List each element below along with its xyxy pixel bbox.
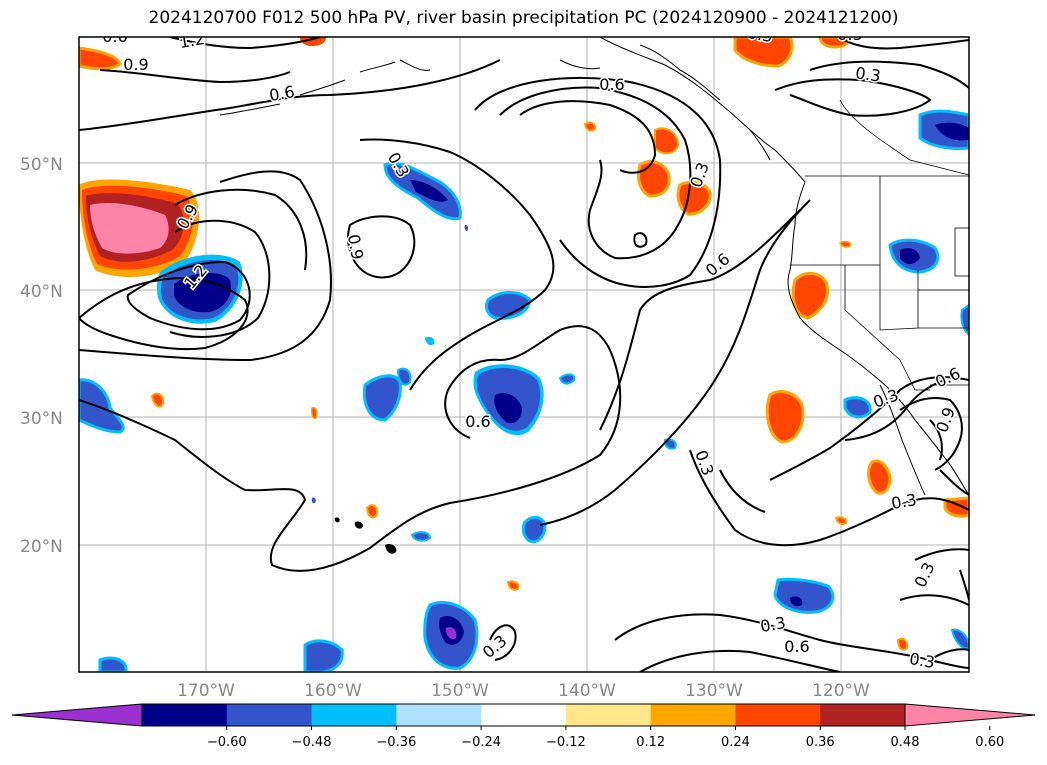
contour-label: 0.6 (599, 75, 624, 94)
colorbar-tick-label: 0.24 (721, 735, 750, 750)
colorbar-tick-label: −0.12 (546, 735, 586, 750)
contour-label: 0.3 (854, 63, 882, 85)
colorbar-tick-label: 0.60 (975, 735, 1004, 750)
colorbar-tick-label: 0.12 (636, 735, 665, 750)
colorbar-extend-high (904, 703, 1036, 727)
hawaii-islands (334, 517, 397, 554)
contour-label: 0.6 (784, 637, 809, 656)
lon-label: 170°W (177, 681, 235, 701)
colorbar-tick-label: −0.36 (376, 735, 416, 750)
lon-label: 130°W (685, 681, 743, 701)
lat-label: 30°N (20, 409, 63, 429)
lat-label: 40°N (20, 282, 63, 302)
colorbar-tick-label: −0.60 (207, 735, 247, 750)
colorbar-segment (396, 704, 482, 726)
coastlines (219, 37, 969, 496)
contour-label: 0.3 (746, 23, 774, 46)
map-title: 2024120700 F012 500 hPa PV, river basin … (148, 8, 899, 28)
colorbar-segment (820, 704, 906, 726)
colorbar-segment (226, 704, 313, 726)
colorbar: −0.60 −0.48 −0.36 −0.24 −0.12 0.12 0.24 0.36 0.4… (11, 703, 1036, 750)
contour-label: 0.6 (465, 412, 490, 431)
contour-label: 1.2 (178, 29, 206, 52)
colorbar-frame (141, 703, 906, 727)
colorbar-segment (142, 704, 228, 726)
colorbar-segment (311, 704, 397, 726)
colorbar-segment (565, 704, 652, 726)
colorbar-extend-low (11, 703, 143, 727)
contour-label: 0.3 (837, 25, 862, 44)
colorbar-tick-label: −0.24 (461, 735, 501, 750)
colorbar-tick-label: 0.36 (806, 735, 835, 750)
contour-label: 0.3 (908, 649, 936, 672)
contour-label: 0.9 (123, 55, 148, 74)
precip-positive-shading (79, 37, 969, 651)
map-area (79, 37, 969, 672)
political-borders (790, 99, 969, 391)
pv-contours (79, 37, 969, 672)
lon-label: 140°W (558, 681, 616, 701)
lat-label: 20°N (20, 537, 63, 557)
contour-label: 0.3 (890, 490, 918, 513)
precip-negative-shading (79, 109, 969, 672)
lon-label: 120°W (812, 681, 870, 701)
lon-labels: 170°W 160°W 150°W 140°W 130°W 120°W (177, 681, 870, 701)
lat-label: 50°N (20, 155, 63, 175)
lat-labels: 50°N 40°N 30°N 20°N (20, 155, 63, 557)
contour-label: 0.6 (102, 27, 127, 46)
map-frame (78, 36, 970, 673)
colorbar-segment (650, 704, 736, 726)
colorbar-segment (735, 704, 821, 726)
colorbar-segment (481, 704, 567, 726)
lon-label: 160°W (304, 681, 362, 701)
lon-label: 150°W (431, 681, 489, 701)
colorbar-tick-label: 0.48 (891, 735, 920, 750)
colorbar-tick-label: −0.48 (292, 735, 332, 750)
